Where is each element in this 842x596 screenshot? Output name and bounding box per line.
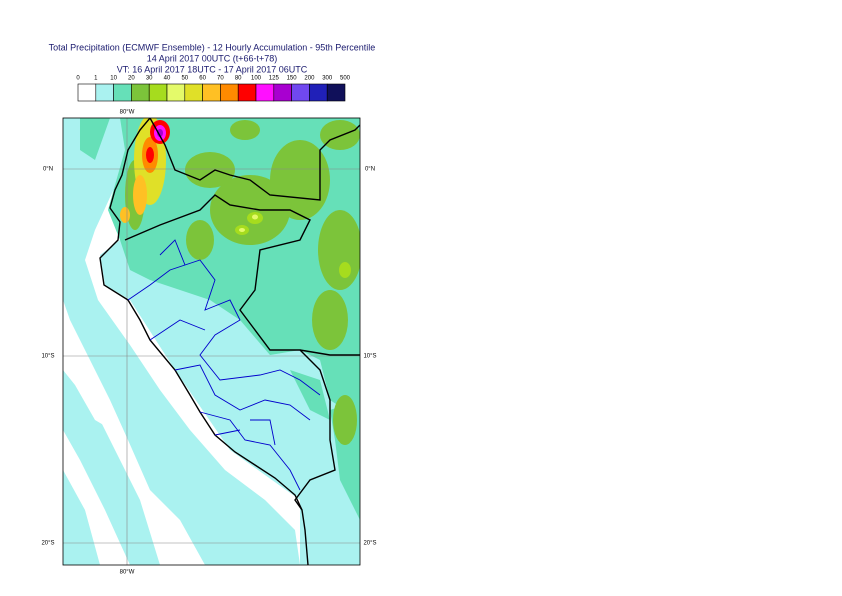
legend-label: 300: [322, 76, 333, 82]
title-line: Total Precipitation (ECMWF Ensemble) - 1…: [49, 42, 376, 52]
legend-swatch: [309, 83, 328, 102]
lat-label: 0°N: [365, 167, 375, 173]
legend-label: 200: [304, 76, 315, 82]
graticule: [63, 118, 360, 565]
lat-label: 20°S: [41, 541, 54, 547]
legend-swatch: [237, 83, 257, 102]
legend-swatch: [184, 83, 203, 102]
legend-label: 0: [76, 76, 80, 82]
precip-field: [63, 118, 360, 565]
map-frame: [62, 117, 361, 566]
legend-swatch: [95, 83, 114, 102]
lat-label: 10°S: [41, 354, 54, 360]
boundaries: [99, 118, 360, 565]
legend-swatch: [326, 83, 346, 102]
lon-label: 80°W: [120, 110, 135, 116]
legend-label: 150: [287, 76, 298, 82]
legend-label: 1: [94, 76, 98, 82]
legend-label: 30: [146, 76, 153, 82]
legend-label: 500: [340, 76, 351, 82]
legend-swatch: [220, 83, 239, 102]
legend-label: 40: [164, 76, 171, 82]
title-line: 14 April 2017 00UTC (t+66-t+78): [147, 53, 278, 63]
legend-label: 10: [110, 76, 117, 82]
legend-swatch: [202, 83, 221, 102]
legend-label: 125: [269, 76, 280, 82]
map: 0°N 0°N 10°S 10°S 20°S 20°S 80°W 80°W: [41, 110, 376, 576]
lat-label: 0°N: [43, 167, 53, 173]
legend-label: 60: [199, 76, 206, 82]
lat-label: 20°S: [363, 541, 376, 547]
legend-label: 80: [235, 76, 242, 82]
legend-swatch: [291, 83, 310, 102]
legend-swatch: [148, 83, 168, 102]
legend-swatch: [113, 83, 132, 102]
legend-swatch: [77, 83, 97, 102]
legend-label: 70: [217, 76, 224, 82]
legend-label: 20: [128, 76, 135, 82]
legend-swatch: [273, 83, 292, 102]
title-line: VT: 16 April 2017 18UTC - 17 April 2017 …: [117, 64, 308, 74]
legend: 0 1 10 20 30 40 50 60 70 80 100 125 150 200 300 500: [76, 76, 351, 102]
legend-label: 50: [181, 76, 188, 82]
legend-swatch: [166, 83, 186, 102]
legend-label: 100: [251, 76, 262, 82]
lon-label: 80°W: [120, 570, 135, 576]
legend-swatch: [255, 83, 275, 102]
lat-label: 10°S: [363, 354, 376, 360]
legend-swatch: [131, 83, 150, 102]
